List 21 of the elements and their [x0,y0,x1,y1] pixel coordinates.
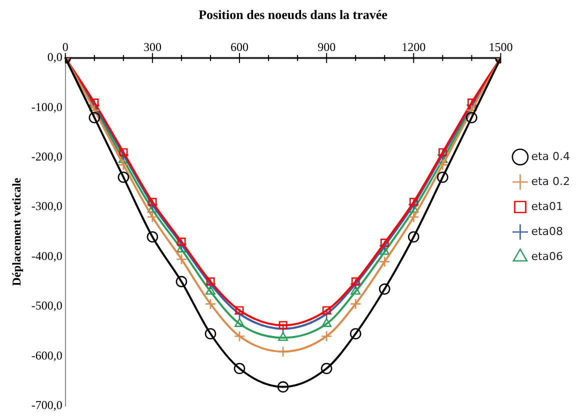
legend-label: eta 0.4 [531,150,570,163]
y-tick-label: -400,0 [31,248,62,263]
y-axis-title: Déplacement veticale [9,177,24,286]
x-tick-label: 1200 [402,40,426,54]
y-tick-label: -300,0 [31,199,62,214]
x-tick-label: 900 [318,40,336,54]
y-tick-label: 0,0 [47,50,62,64]
x-tick-label: 600 [230,40,249,54]
x-tick-label: 1500 [488,40,513,54]
y-tick-label: -700,0 [31,398,62,412]
y-tick-label: -100,0 [31,100,62,114]
y-tick-label: -200,0 [31,150,62,164]
y-tick-label: -500,0 [31,298,62,313]
y-tick-label: -600,0 [31,348,62,362]
legend-label: eta01 [531,200,564,213]
x-tick-label: 300 [143,40,162,54]
legend-label: eta08 [531,224,564,238]
chart-title: Position des noeuds dans la travée [198,7,388,22]
legend-label: eta 0.2 [531,174,570,188]
legend-label: eta06 [531,250,564,263]
x-tick-label: 0 [62,40,68,54]
